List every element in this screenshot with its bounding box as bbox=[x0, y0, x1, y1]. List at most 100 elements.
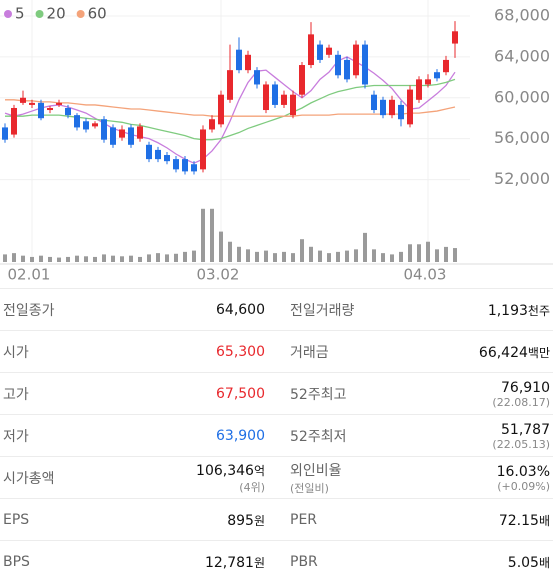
stat-value-box: 65,300 bbox=[216, 331, 265, 373]
candle-body bbox=[146, 144, 152, 160]
candle-body bbox=[299, 65, 305, 95]
candle-body bbox=[182, 159, 188, 172]
stat-value-line: 51,787 bbox=[501, 422, 550, 438]
stat-label: 시가 bbox=[3, 345, 29, 361]
volume-bar bbox=[120, 256, 124, 262]
stat-label: EPS bbox=[3, 512, 30, 528]
y-tick-label: 64,000 bbox=[494, 46, 550, 65]
volume-bar bbox=[255, 251, 259, 262]
candle-body bbox=[56, 102, 62, 105]
stats-row: EPS 895원 PER 72.15배 bbox=[0, 498, 553, 541]
stat-value-line: 72.15배 bbox=[499, 512, 550, 529]
candle-body bbox=[164, 155, 170, 162]
stats-cell: 고가 67,500 bbox=[3, 373, 265, 415]
y-tick-label: 52,000 bbox=[494, 169, 550, 188]
stat-value: 51,787 bbox=[501, 421, 550, 438]
volume-bar bbox=[399, 251, 403, 262]
volume-bar bbox=[264, 250, 268, 262]
stat-value-box: 64,600 bbox=[216, 289, 265, 331]
stat-label-box: 저가 bbox=[3, 415, 29, 457]
stat-label: 고가 bbox=[3, 387, 29, 403]
candle-body bbox=[2, 127, 8, 140]
volume-bar bbox=[210, 208, 214, 262]
volume-bar bbox=[111, 255, 115, 262]
volume-bar bbox=[237, 246, 241, 262]
stat-sub: (4위) bbox=[239, 480, 265, 494]
volume-bar bbox=[174, 253, 178, 262]
stat-value-line: 65,300 bbox=[216, 344, 265, 360]
candle-body bbox=[317, 44, 323, 60]
candle-body bbox=[20, 97, 26, 103]
stat-label-sub: (전일비) bbox=[290, 482, 329, 495]
ma-line bbox=[4, 56, 456, 164]
volume-bar bbox=[273, 253, 277, 262]
stat-value: 63,900 bbox=[216, 428, 265, 444]
stat-label: 거래금 bbox=[290, 345, 329, 361]
volume-bar bbox=[3, 254, 7, 262]
volume-bar bbox=[417, 244, 421, 262]
stat-value-line: 64,600 bbox=[216, 302, 265, 318]
candle-body bbox=[245, 54, 251, 71]
stat-label-box: PER bbox=[290, 499, 317, 541]
candle-body bbox=[236, 49, 242, 71]
stats-cell: 전일거래량 1,193천주 bbox=[290, 289, 550, 331]
candle-body bbox=[254, 70, 260, 85]
stat-value-box: 1,193천주 bbox=[488, 289, 550, 331]
legend-label: 5 bbox=[15, 5, 25, 23]
candle-body bbox=[290, 94, 296, 116]
stat-value-box: 5.05배 bbox=[508, 541, 550, 583]
legend-marker bbox=[76, 10, 85, 18]
stat-value-box: 12,781원 bbox=[205, 541, 265, 583]
stats-row: 시가총액 106,346억 (4위) 외인비율 (전일비) 16.03% (+0.09%) bbox=[0, 456, 553, 499]
candle-body bbox=[227, 70, 233, 100]
volume-bar bbox=[408, 244, 412, 262]
stat-value: 72.15 bbox=[498, 512, 539, 529]
candle-body bbox=[47, 107, 53, 111]
volume-bar bbox=[93, 256, 97, 262]
volume-bar bbox=[156, 253, 160, 262]
volume-bar bbox=[138, 256, 142, 262]
candle-body bbox=[425, 79, 431, 85]
volume-bar bbox=[57, 257, 61, 262]
stat-label-box: 전일종가 bbox=[3, 289, 55, 331]
volume-bar bbox=[363, 232, 367, 262]
volume-bar bbox=[309, 246, 313, 262]
stats-cell: PER 72.15배 bbox=[290, 499, 550, 541]
stats-cell: PBR 5.05배 bbox=[290, 541, 550, 583]
candle-body bbox=[389, 99, 395, 116]
candle-body bbox=[74, 115, 80, 128]
volume-bar bbox=[327, 253, 331, 262]
candle-body bbox=[218, 94, 224, 125]
volume-bar bbox=[291, 253, 295, 262]
candle-body bbox=[353, 44, 359, 76]
stats-row: 고가 67,500 52주최고 76,910 (22.08.17) bbox=[0, 372, 553, 415]
stats-cell: 외인비율 (전일비) 16.03% (+0.09%) bbox=[290, 457, 550, 499]
stats-cell: 52주최고 76,910 (22.08.17) bbox=[290, 373, 550, 415]
volume-bar bbox=[300, 239, 304, 262]
volume-bar bbox=[192, 250, 196, 262]
stat-value-box: 76,910 (22.08.17) bbox=[492, 373, 550, 415]
x-tick-label: 02.01 bbox=[8, 266, 51, 284]
stat-value-box: 106,346억 (4위) bbox=[196, 457, 265, 499]
y-tick-label: 60,000 bbox=[494, 87, 550, 106]
stat-value-box: 16.03% (+0.09%) bbox=[497, 457, 550, 499]
candle-body bbox=[11, 107, 17, 135]
volume-bar bbox=[345, 250, 349, 262]
candle-body bbox=[335, 54, 341, 76]
y-tick-label: 68,000 bbox=[494, 5, 550, 24]
candle-body bbox=[416, 79, 422, 100]
stat-label-box: 거래금 bbox=[290, 331, 329, 373]
stat-label: 전일종가 bbox=[3, 303, 55, 319]
candle-body bbox=[371, 94, 377, 111]
stat-value-box: 72.15배 bbox=[499, 499, 550, 541]
stat-value-box: 895원 bbox=[227, 499, 265, 541]
stat-unit: 원 bbox=[253, 555, 265, 570]
stat-value-box: 63,900 bbox=[216, 415, 265, 457]
stat-value: 67,500 bbox=[216, 386, 265, 402]
legend-label: 60 bbox=[88, 5, 107, 23]
candle-body bbox=[92, 123, 98, 127]
candle-body bbox=[65, 107, 71, 116]
stat-value-box: 67,500 bbox=[216, 373, 265, 415]
volume-bar bbox=[129, 255, 133, 262]
x-tick-label: 04.03 bbox=[404, 266, 447, 284]
